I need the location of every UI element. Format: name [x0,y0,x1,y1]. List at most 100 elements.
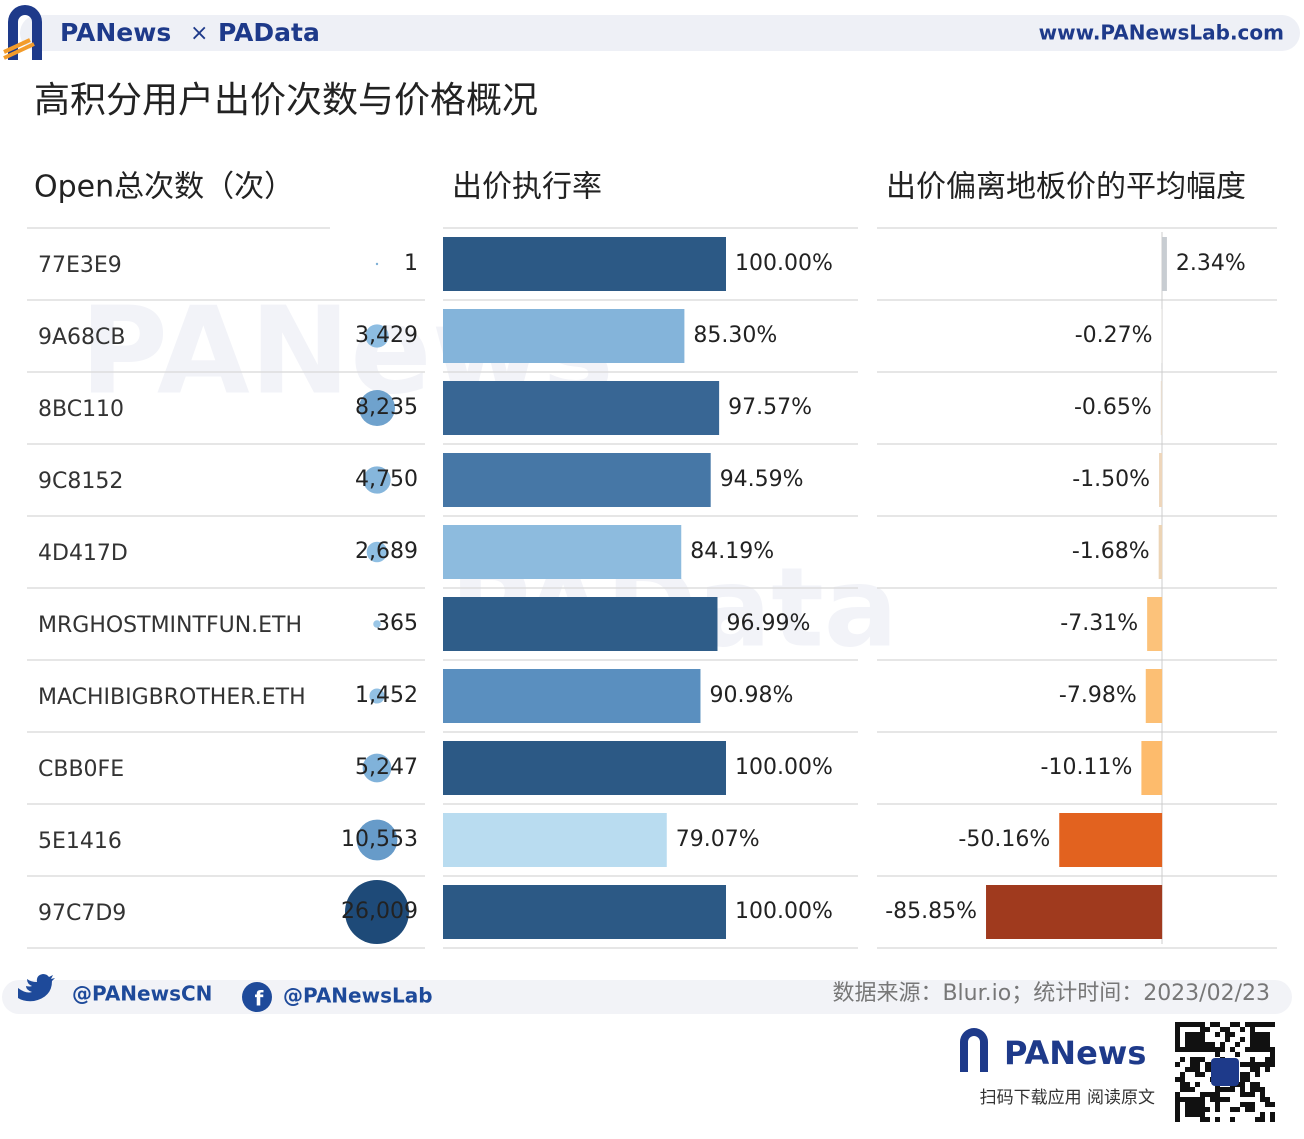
chart-title: 高积分用户出价次数与价格概况 [34,80,538,121]
bubble [365,324,389,348]
qr-cell [1195,1022,1200,1027]
qr-cell [1230,1022,1235,1027]
qr-cell [1185,1097,1190,1102]
qr-cell [1205,1107,1210,1112]
qr-cell [1200,1107,1205,1112]
value-label: 1 [404,251,418,276]
qr-cell [1270,1052,1275,1057]
qr-cell [1195,1072,1200,1077]
value-label: 94.59% [720,467,804,492]
qr-cell [1265,1102,1270,1107]
qr-cell [1235,1107,1240,1112]
qr-cell [1215,1087,1220,1092]
twitter-handle: @PANewsCN [72,982,212,1006]
qr-cell [1245,1107,1250,1112]
qr-cell [1205,1027,1210,1032]
facebook-icon [242,982,272,1012]
qr-cell [1250,1042,1255,1047]
header-bar [20,15,1300,51]
qr-cell [1240,1082,1245,1087]
qr-cell [1240,1102,1245,1107]
qr-cell [1195,1047,1200,1052]
qr-cell [1255,1032,1260,1037]
qr-cell [1270,1047,1275,1052]
value-label: 1,452 [355,683,418,708]
qr-cell [1205,1047,1210,1052]
twitter-icon [18,974,55,1002]
bubble [369,688,385,704]
qr-cell [1180,1072,1185,1077]
row-label: 8BC110 [38,397,124,422]
qr-cell [1190,1062,1195,1067]
qr-cell [1230,1117,1235,1122]
qr-cell [1250,1037,1255,1042]
bar [443,237,726,291]
qr-cell [1210,1092,1215,1097]
qr-cell [1255,1117,1260,1122]
qr-cell [1265,1062,1270,1067]
qr-cell [1245,1047,1250,1052]
facebook-handle: @PANewsLab [283,984,433,1008]
qr-cell [1215,1117,1220,1122]
qr-cell [1260,1117,1265,1122]
qr-cell [1185,1032,1190,1037]
qr-cell [1190,1057,1195,1062]
qr-cell [1210,1097,1215,1102]
qr-cell [1250,1047,1255,1052]
qr-cell [1175,1112,1180,1117]
qr-cell [1260,1097,1265,1102]
qr-cell [1220,1042,1225,1047]
qr-cell [1200,1027,1205,1032]
qr-cell [1240,1037,1245,1042]
qr-cell [1265,1022,1270,1027]
value-label: 2.34% [1176,251,1246,276]
qr-cell [1260,1087,1265,1092]
times-sign: × [190,21,208,46]
qr-cell [1180,1082,1185,1087]
qr-cell [1225,1087,1230,1092]
qr-cell [1205,1117,1210,1122]
value-label: 2,689 [355,539,418,564]
qr-cell [1210,1042,1215,1047]
row-label: 77E3E9 [38,253,122,278]
qr-cell [1215,1052,1220,1057]
bar [443,525,682,579]
qr-cell [1175,1027,1180,1032]
url: www.PANewsLab.com [1039,21,1284,45]
column-header: 出价偏离地板价的平均幅度 [886,170,1246,205]
qr-cell [1190,1047,1195,1052]
qr-cell [1255,1067,1260,1072]
row-label: MACHIBIGBROTHER.ETH [38,685,306,710]
bar [443,597,718,651]
qr-cell [1175,1022,1180,1027]
qr-cell [1250,1107,1255,1112]
qr-cell [1205,1042,1210,1047]
qr-cell [1265,1057,1270,1062]
qr-cell [1245,1077,1250,1082]
bar [1160,381,1163,435]
qr-cell [1205,1092,1210,1097]
qr-cell [1195,1082,1200,1087]
qr-cell [1250,1067,1255,1072]
value-label: 96.99% [726,611,810,636]
qr-cell [1195,1042,1200,1047]
qr-cell [1220,1027,1225,1032]
value-label: 10,553 [341,827,418,852]
qr-cell [1215,1022,1220,1027]
qr-cell [1210,1022,1215,1027]
qr-cell [1185,1067,1190,1072]
qr-cell [1190,1032,1195,1037]
bubble [375,262,379,266]
qr-cell [1250,1057,1255,1062]
value-label: -7.31% [1060,611,1138,636]
qr-cell [1235,1022,1240,1027]
qr-cell [1195,1067,1200,1072]
qr-cell [1250,1062,1255,1067]
qr-cell [1250,1087,1255,1092]
value-label: 97.57% [728,395,812,420]
qr-cell [1190,1042,1195,1047]
qr-cell [1240,1092,1245,1097]
qr-cell [1175,1097,1180,1102]
